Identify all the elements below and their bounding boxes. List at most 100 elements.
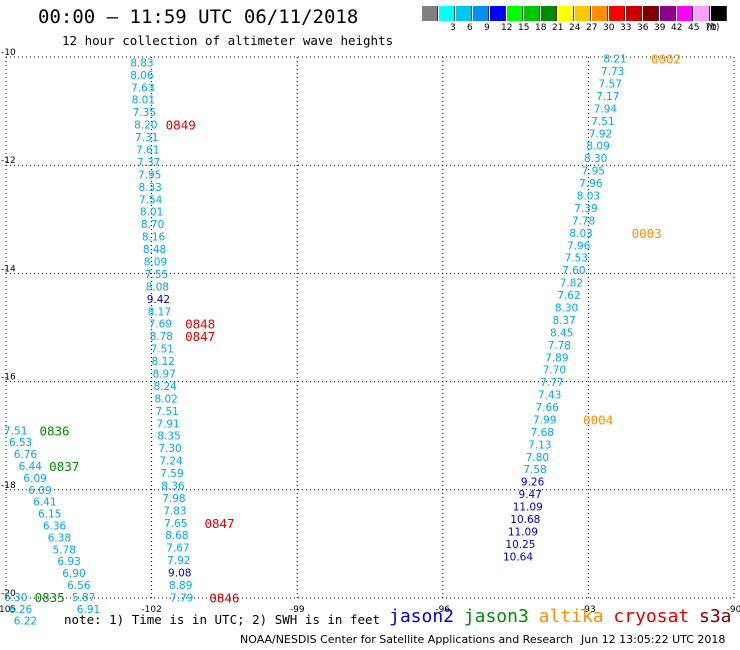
- wave-height-point: 9.47: [518, 489, 541, 501]
- wave-height-point: 8.20: [134, 120, 157, 132]
- wave-height-point: 5.78: [53, 544, 76, 556]
- x-tick-label: -90: [727, 605, 740, 615]
- wave-height-point: 8.03: [577, 190, 600, 202]
- scale-label: 42: [671, 23, 683, 33]
- wave-height-point: 7.57: [599, 79, 622, 91]
- wave-height-point: 8.01: [132, 95, 155, 107]
- wave-height-point: 7.89: [545, 352, 568, 364]
- scale-label: 15: [518, 23, 530, 33]
- wave-height-point: 7.70: [543, 365, 566, 377]
- wave-height-point: 7.53: [565, 253, 588, 265]
- wave-height-point: 8.78: [150, 331, 173, 343]
- wave-height-point: 7.67: [166, 543, 189, 555]
- wave-height-point: 8.17: [148, 306, 171, 318]
- wave-height-point: 7.31: [135, 132, 158, 144]
- scale-label: 45: [688, 23, 700, 33]
- wave-height-point: 7.66: [535, 402, 559, 414]
- scale-swatch: [609, 6, 625, 21]
- wave-height-point: 7.51: [151, 344, 174, 356]
- wave-height-point: 7.54: [139, 194, 163, 206]
- timestamp-text: Jun 12 13:05:22 UTC 2018: [581, 633, 726, 646]
- y-tick-label: -14: [1, 264, 16, 274]
- wave-height-point: 7.60: [562, 265, 585, 277]
- wave-height-point: 8.68: [165, 530, 188, 542]
- wave-height-point: 7.58: [523, 464, 546, 476]
- scale-swatch: [422, 6, 438, 21]
- wave-height-point: 9.08: [168, 568, 191, 580]
- wave-height-point: 8.97: [153, 368, 176, 380]
- wave-height-point: 6.15: [38, 509, 61, 521]
- legend-item: jason3: [463, 606, 529, 627]
- wave-height-point: 7.55: [145, 269, 168, 281]
- pass-time-label: 0836: [39, 423, 69, 438]
- wave-height-point: 7.80: [526, 452, 549, 464]
- scale-swatch: [473, 6, 489, 21]
- scale-label: 3: [450, 23, 456, 33]
- scale-swatch: [575, 6, 591, 21]
- scale-label: 33: [620, 23, 632, 33]
- scale-label: 39: [654, 23, 666, 33]
- wave-height-point: 7.62: [557, 290, 580, 302]
- scale-label: 9: [484, 23, 490, 33]
- wave-height-point: 7.96: [567, 240, 591, 252]
- wave-height-point: 11.09: [508, 526, 538, 538]
- wave-height-point: 8.83: [130, 57, 153, 69]
- y-tick-label: -20: [1, 589, 16, 599]
- credit-text: NOAA/NESDIS Center for Satellite Applica…: [240, 633, 574, 646]
- x-tick-label: -105: [0, 605, 16, 615]
- wave-height-point: 7.73: [601, 66, 624, 78]
- scale-label: 18: [535, 23, 547, 33]
- wave-height-point: 6.41: [33, 497, 56, 509]
- wave-height-point: 8.12: [152, 356, 175, 368]
- pass-time-label: 0847: [204, 516, 234, 531]
- wave-height-point: 7.43: [538, 390, 561, 402]
- scale-swatch: [626, 6, 642, 21]
- wave-height-point: 6.38: [48, 532, 71, 544]
- scale-swatch: [677, 6, 693, 21]
- wave-height-point: 8.02: [154, 393, 177, 405]
- x-tick-label: -102: [141, 605, 161, 615]
- scale-swatch: [643, 6, 659, 21]
- wave-height-point: 7.98: [162, 493, 185, 505]
- wave-height-point: 9.42: [147, 294, 170, 306]
- wave-height-point: 6.93: [57, 556, 80, 568]
- wave-height-point: 8.08: [146, 281, 169, 293]
- pass-time-label: 0849: [166, 118, 196, 133]
- wave-height-point: 7.95: [138, 169, 161, 181]
- wave-height-point: 10.68: [510, 514, 540, 526]
- y-tick-label: -10: [1, 48, 16, 58]
- scale-swatch: [694, 6, 710, 21]
- wave-height-point: 6.09: [28, 485, 51, 497]
- wave-height-point: 7.82: [560, 278, 583, 290]
- wave-height-point: 7.91: [156, 418, 179, 430]
- scale-swatch: [439, 6, 455, 21]
- wave-height-point: 7.51: [4, 425, 27, 437]
- wave-height-point: 7.83: [163, 505, 186, 517]
- wave-height-point: 7.68: [531, 427, 554, 439]
- scale-label: 30: [603, 23, 615, 33]
- wave-height-point: 6.26: [9, 604, 33, 616]
- scale-label: 36: [637, 23, 649, 33]
- pass-time-label: 0848: [185, 317, 215, 332]
- scale-unit: (ft): [706, 23, 720, 33]
- pass-time-label: 0003: [632, 226, 662, 241]
- wave-height-point: 8.30: [584, 153, 607, 165]
- legend-item: cryosat: [613, 606, 690, 627]
- scale-swatch: [558, 6, 574, 21]
- wave-height-point: 6.44: [19, 461, 43, 473]
- wave-height-point: 7.99: [533, 414, 556, 426]
- legend-item: s3a: [699, 606, 732, 627]
- legend-item: jason2: [389, 606, 455, 627]
- y-tick-label: -18: [1, 481, 16, 491]
- wave-height-point: 8.33: [138, 182, 161, 194]
- wave-height-point: 7.17: [596, 91, 619, 103]
- wave-height-point: 8.01: [140, 207, 163, 219]
- pass-time-label: 0837: [49, 459, 79, 474]
- wave-height-point: 8.16: [142, 232, 166, 244]
- wave-height-point: 7.30: [158, 443, 181, 455]
- wave-height-point: 7.92: [589, 128, 612, 140]
- wave-height-point: 7.77: [540, 377, 563, 389]
- wave-height-point: 8.37: [552, 315, 575, 327]
- scale-swatch: [541, 6, 557, 21]
